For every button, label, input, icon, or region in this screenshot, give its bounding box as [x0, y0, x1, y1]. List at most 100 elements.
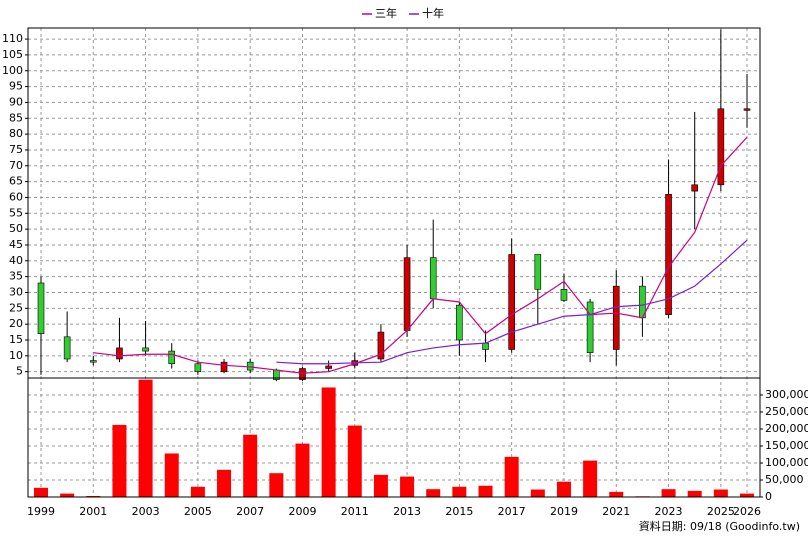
candle-body: [299, 368, 306, 380]
note: 資料日期: 09/18 (Goodinfo.tw): [639, 519, 800, 533]
candle-body: [612, 285, 620, 350]
volume-bar: [400, 476, 415, 497]
x-tick-label: 2011: [341, 505, 369, 518]
y-tick-label: 100: [2, 64, 23, 77]
y-tick-label: 110: [2, 32, 23, 45]
volume-bar: [661, 489, 676, 497]
x-tick-label: 2026: [733, 505, 761, 518]
candle-body: [377, 331, 385, 360]
candle-body: [325, 365, 332, 369]
volume-bar: [713, 489, 728, 497]
candle-body: [403, 257, 411, 331]
x-tick-label: 2017: [498, 505, 526, 518]
candle-body: [429, 257, 437, 300]
y-tick-label: 50: [9, 222, 23, 235]
x-tick-label: 2007: [236, 505, 264, 518]
x-tick-label: 2023: [655, 505, 683, 518]
x-tick-label: 2013: [393, 505, 421, 518]
y-tick-label: 25: [9, 301, 23, 314]
volume-bar: [740, 493, 754, 497]
y2-tick-label: 250,000: [765, 405, 808, 418]
candle-body: [560, 289, 568, 301]
y2-tick-label: 50,000: [765, 473, 804, 486]
x-tick-label: 2015: [445, 505, 473, 518]
y-tick-label: 55: [9, 206, 23, 219]
y-tick-label: 75: [9, 143, 23, 156]
x-tick-label: 2025: [707, 505, 735, 518]
x-tick-label: 2019: [550, 505, 578, 518]
y-tick-label: 60: [9, 190, 23, 203]
x-tick-label: 1999: [27, 505, 55, 518]
candle-body: [717, 108, 725, 186]
candle-body: [89, 360, 97, 363]
volume-bar: [190, 486, 205, 497]
candle-body: [665, 193, 672, 315]
candle-body: [220, 361, 228, 372]
candle-body: [116, 347, 123, 360]
y-tick-label: 40: [9, 254, 23, 267]
volume-bar: [112, 424, 127, 497]
y-tick-label: 105: [2, 48, 23, 61]
volume-bar: [86, 495, 101, 497]
y2-tick-label: 0: [765, 490, 772, 503]
volume-bar: [504, 456, 519, 497]
y-tick-label: 70: [9, 159, 23, 172]
candle-body: [482, 342, 489, 350]
legend-label: 十年: [422, 6, 444, 20]
y2-tick-label: 300,000: [765, 388, 808, 401]
volume-bar: [138, 379, 153, 497]
plot-frame: [27, 27, 761, 498]
volume-bar: [321, 387, 336, 497]
volume-bar: [269, 473, 284, 497]
volume-bar: [243, 434, 258, 497]
volume-bar: [373, 474, 388, 497]
candle-body: [63, 336, 71, 360]
y-tick-label: 65: [9, 175, 23, 188]
candle-body: [142, 347, 149, 352]
volume-bar: [452, 486, 467, 497]
candle-body: [691, 184, 699, 192]
volume-bar: [347, 425, 362, 497]
x-tick-label: 2001: [79, 505, 107, 518]
volume-bar: [164, 453, 179, 497]
volume-bar: [217, 469, 232, 497]
x-tick-label: 2005: [184, 505, 212, 518]
candle-body: [456, 304, 463, 341]
y-tick-label: 90: [9, 95, 23, 108]
volume-bar: [426, 489, 441, 497]
candle-body: [586, 301, 594, 353]
candle-body: [194, 363, 202, 372]
y-tick-label: 10: [9, 349, 23, 362]
y-tick-label: 15: [9, 333, 23, 346]
y-tick-label: 80: [9, 127, 23, 140]
candle-body: [37, 282, 45, 334]
legend-label: 三年: [375, 6, 397, 20]
volume-bar: [530, 489, 545, 497]
volume-bar: [583, 460, 598, 497]
y-tick-label: 95: [9, 80, 23, 93]
ma-line: [93, 136, 748, 374]
y2-tick-label: 100,000: [765, 456, 808, 469]
volume-bar: [556, 481, 571, 497]
y-tick-label: 20: [9, 317, 23, 330]
volume-bar: [478, 485, 493, 497]
volume-bar: [295, 443, 310, 497]
volume-bar: [60, 493, 75, 497]
candle-body: [168, 350, 176, 365]
volume-bar: [687, 490, 702, 497]
candle-body: [508, 254, 515, 350]
candle-body: [534, 254, 542, 290]
candle-body: [743, 108, 751, 111]
y-tick-label: 45: [9, 238, 23, 251]
x-tick-label: 2003: [132, 505, 160, 518]
ma-line: [276, 239, 748, 365]
y2-tick-label: 150,000: [765, 439, 808, 452]
y-tick-label: 85: [9, 111, 23, 124]
volume-bar: [609, 491, 624, 497]
y-tick-label: 5: [16, 365, 23, 378]
x-tick-label: 2021: [602, 505, 630, 518]
x-tick-label: 2009: [288, 505, 316, 518]
y-tick-label: 30: [9, 285, 23, 298]
y-tick-label: 35: [9, 270, 23, 283]
